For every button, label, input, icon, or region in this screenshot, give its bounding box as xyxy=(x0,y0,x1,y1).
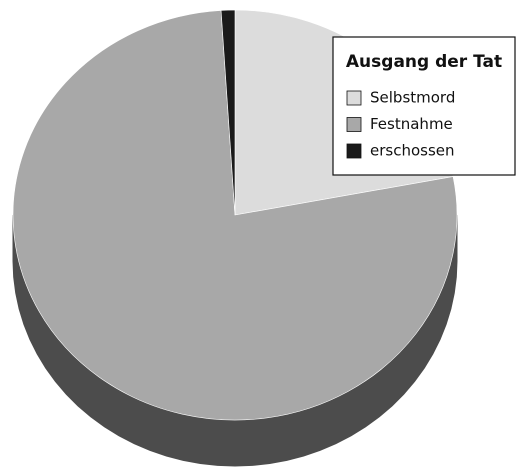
legend-swatch xyxy=(346,90,362,106)
legend-label: Festnahme xyxy=(370,115,453,133)
legend-swatch xyxy=(346,117,362,132)
legend-label: erschossen xyxy=(370,142,455,160)
legend: Ausgang der Tat Selbstmord Festnahme ersch… xyxy=(332,36,516,176)
legend-label: Selbstmord xyxy=(370,89,455,107)
pie-slice xyxy=(220,9,236,216)
legend-box xyxy=(332,36,516,176)
pie-slice xyxy=(12,10,458,421)
legend-title: Ausgang der Tat xyxy=(346,52,502,72)
legend-swatch xyxy=(346,143,362,159)
